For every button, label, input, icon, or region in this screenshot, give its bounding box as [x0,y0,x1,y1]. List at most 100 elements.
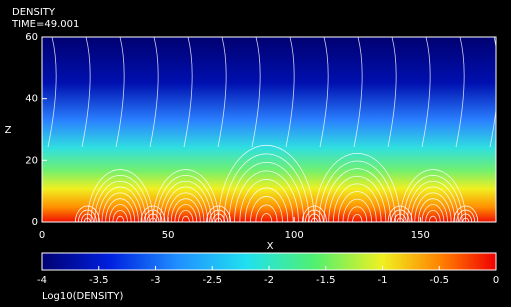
field-line [319,37,329,148]
field-line [97,186,143,222]
colorbar-tick-label: -4 [37,275,47,286]
field-line [260,213,273,222]
field-line [414,192,452,222]
field-line [251,37,261,148]
y-tick-label: 60 [25,32,38,43]
field-line [305,209,324,222]
field-line [75,205,100,222]
field-line [174,204,198,222]
field-line [323,168,392,222]
field-line [218,145,315,222]
field-line [456,209,476,222]
field-line [112,210,128,222]
field-line [342,198,372,222]
field-lines [47,37,496,222]
field-line [234,170,299,222]
field-line [239,179,294,222]
field-line [407,180,459,222]
field-line [390,209,410,222]
field-line [455,37,465,148]
field-line [163,186,209,222]
field-line [387,37,397,148]
field-line [47,37,57,148]
field-line [453,205,479,222]
field-line [101,192,139,222]
field-line [314,152,401,222]
field-line [84,217,91,222]
x-tick-label: 150 [411,230,430,241]
field-line [149,217,157,222]
field-line [159,180,212,222]
field-line [318,160,396,222]
colorbar-tick-label: -2.5 [202,275,222,286]
field-line [311,217,318,222]
field-line [333,183,382,222]
x-tick-label: 50 [162,230,175,241]
field-line [352,214,363,222]
y-tick-label: 20 [25,155,38,166]
colorbar-tick-label: -0.5 [429,275,449,286]
field-line [167,192,205,222]
colorbar-label: Log10(DENSITY) [42,291,124,302]
colorbar-tick-label: -1.5 [316,275,336,286]
field-line [115,37,125,148]
field-line [87,169,154,222]
field-line [417,198,448,222]
density-field [42,37,496,222]
field-line [425,210,441,222]
field-line [152,169,219,222]
field-line [143,209,163,222]
field-line [181,215,190,222]
field-line [149,37,159,148]
field-line [387,205,413,222]
field-line [146,213,160,222]
field-line [250,196,283,222]
colorbar-tick-label: -3 [151,275,161,286]
colorbar-tick-label: 0 [493,275,499,286]
colorbar-tick-label: -3.5 [89,275,109,286]
field-line [459,213,473,222]
field-line [403,175,463,222]
field-line [353,37,363,148]
field-line [393,213,407,222]
field-line [90,174,150,222]
field-line [328,176,387,222]
colorbar-tick-label: -1 [378,275,388,286]
field-line [212,213,225,222]
field-line [410,186,456,222]
field-line [116,215,125,222]
field-line [94,181,147,222]
y-tick-label: 40 [25,94,38,105]
y-axis-label: Z [5,125,12,136]
field-line [421,37,431,148]
field-line [209,209,228,222]
field-line [78,209,97,222]
field-line [183,37,193,148]
field-line [244,187,289,222]
field-line [156,175,216,222]
field-line [285,37,295,148]
field-line [347,206,368,222]
field-line [462,217,470,222]
field-line [206,205,231,222]
field-line [421,204,445,222]
field-line [223,153,310,222]
plot-frame [41,36,497,223]
field-line [178,210,194,222]
field-line [396,217,404,222]
x-tick-label: 100 [285,230,304,241]
field-line [302,205,327,222]
field-line [140,205,166,222]
field-line [428,215,437,222]
title: DENSITY [12,7,56,18]
field-line [81,37,91,148]
field-line [228,161,305,222]
colorbar-tick-label: -2 [264,275,274,286]
field-line [81,213,94,222]
field-line [215,217,222,222]
subtitle: TIME=49.001 [11,19,79,30]
field-line [308,213,321,222]
field-line [108,204,132,222]
field-line [170,198,201,222]
